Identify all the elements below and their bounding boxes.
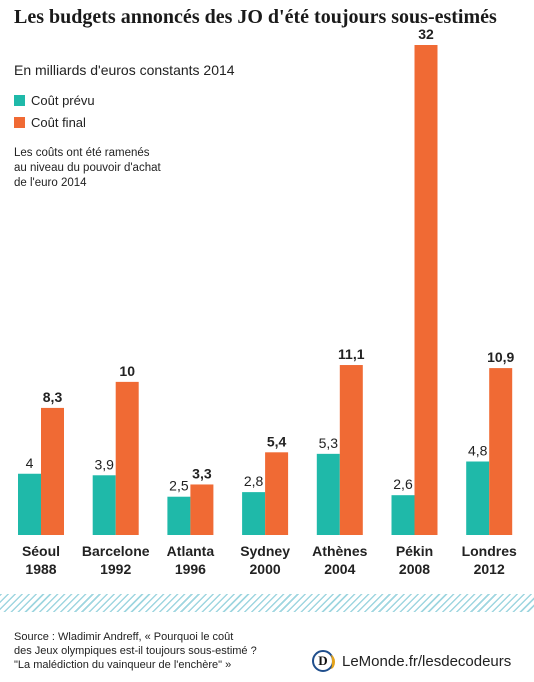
- bar-final-0: [41, 407, 64, 535]
- data-label-final-3: 5,4: [267, 433, 287, 449]
- category-label-1-1: 1992: [100, 561, 131, 577]
- bar-planned-0: [18, 473, 41, 535]
- category-label-2-0: Atlanta: [167, 543, 215, 559]
- hatched-separator: [0, 594, 534, 612]
- bar-planned-1: [92, 475, 116, 535]
- category-label-6-0: Londres: [462, 543, 517, 559]
- data-label-planned-3: 2,8: [244, 473, 264, 489]
- category-label-5-1: 2008: [399, 561, 430, 577]
- bar-chart: 4 8,3 Séoul 1988 3,9 10 Barcelone 1992 2,53,3 Atl…: [18, 26, 517, 577]
- category-label-3-0: Sydney: [240, 543, 290, 559]
- brand-block[interactable]: D LeMonde.fr/lesdecodeurs: [312, 650, 511, 672]
- legend-swatch-planned: [14, 94, 25, 106]
- data-label-final-6: 10,9: [487, 349, 514, 365]
- chart-note: Les coûts ont été ramenés au niveau du p…: [14, 147, 161, 189]
- category-label-4-0: Athènes: [312, 543, 367, 559]
- chart-title: Les budgets annoncés des JO d'été toujou…: [14, 6, 497, 28]
- bar-final-3: [265, 452, 289, 535]
- category-label-3-1: 2000: [250, 561, 281, 577]
- category-label-0-0: Séoul: [22, 543, 60, 559]
- data-label-planned-5: 2,6: [393, 476, 413, 492]
- bar-final-4: [339, 365, 363, 535]
- bar-planned-2: [167, 496, 191, 535]
- bar-final-6: [489, 368, 513, 535]
- category-label-0-1: 1988: [25, 561, 56, 577]
- data-label-planned-1: 3,9: [94, 456, 114, 472]
- data-label-planned-4: 5,3: [319, 435, 339, 451]
- legend-swatch-final: [14, 116, 25, 128]
- data-label-final-0: 8,3: [43, 389, 63, 405]
- legend-item-final: Coût final: [14, 112, 95, 132]
- legend: Coût prévu Coût final: [14, 90, 95, 134]
- category-label-5-0: Pékin: [396, 543, 433, 559]
- bar-planned-5: [391, 495, 415, 535]
- data-label-final-5: 32: [418, 26, 434, 42]
- category-label-6-1: 2012: [474, 561, 505, 577]
- category-label-2-1: 1996: [175, 561, 206, 577]
- bar-planned-6: [466, 461, 490, 535]
- category-label-1-0: Barcelone: [82, 543, 150, 559]
- data-label-final-2: 3,3: [192, 465, 212, 481]
- data-label-final-1: 10: [119, 363, 135, 379]
- data-label-planned-6: 4,8: [468, 443, 488, 459]
- bar-final-1: [115, 381, 139, 535]
- bar-final-5: [414, 45, 438, 535]
- data-label-final-4: 11,1: [338, 346, 365, 362]
- legend-label-final: Coût final: [31, 114, 86, 130]
- legend-item-planned: Coût prévu: [14, 90, 95, 110]
- brand-link[interactable]: LeMonde.fr/lesdecodeurs: [342, 652, 512, 670]
- source-note: Source : Wladimir Andreff, « Pourquoi le…: [14, 631, 257, 671]
- data-label-planned-2: 2,5: [169, 478, 189, 494]
- bar-planned-3: [242, 492, 266, 535]
- decodeurs-logo-icon: D: [312, 650, 335, 672]
- legend-label-planned: Coût prévu: [31, 92, 95, 108]
- bar-final-2: [190, 484, 214, 535]
- data-label-planned-0: 4: [26, 455, 34, 471]
- bar-planned-4: [316, 453, 340, 535]
- chart-subtitle: En milliards d'euros constants 2014: [14, 62, 235, 78]
- category-label-4-1: 2004: [324, 561, 355, 577]
